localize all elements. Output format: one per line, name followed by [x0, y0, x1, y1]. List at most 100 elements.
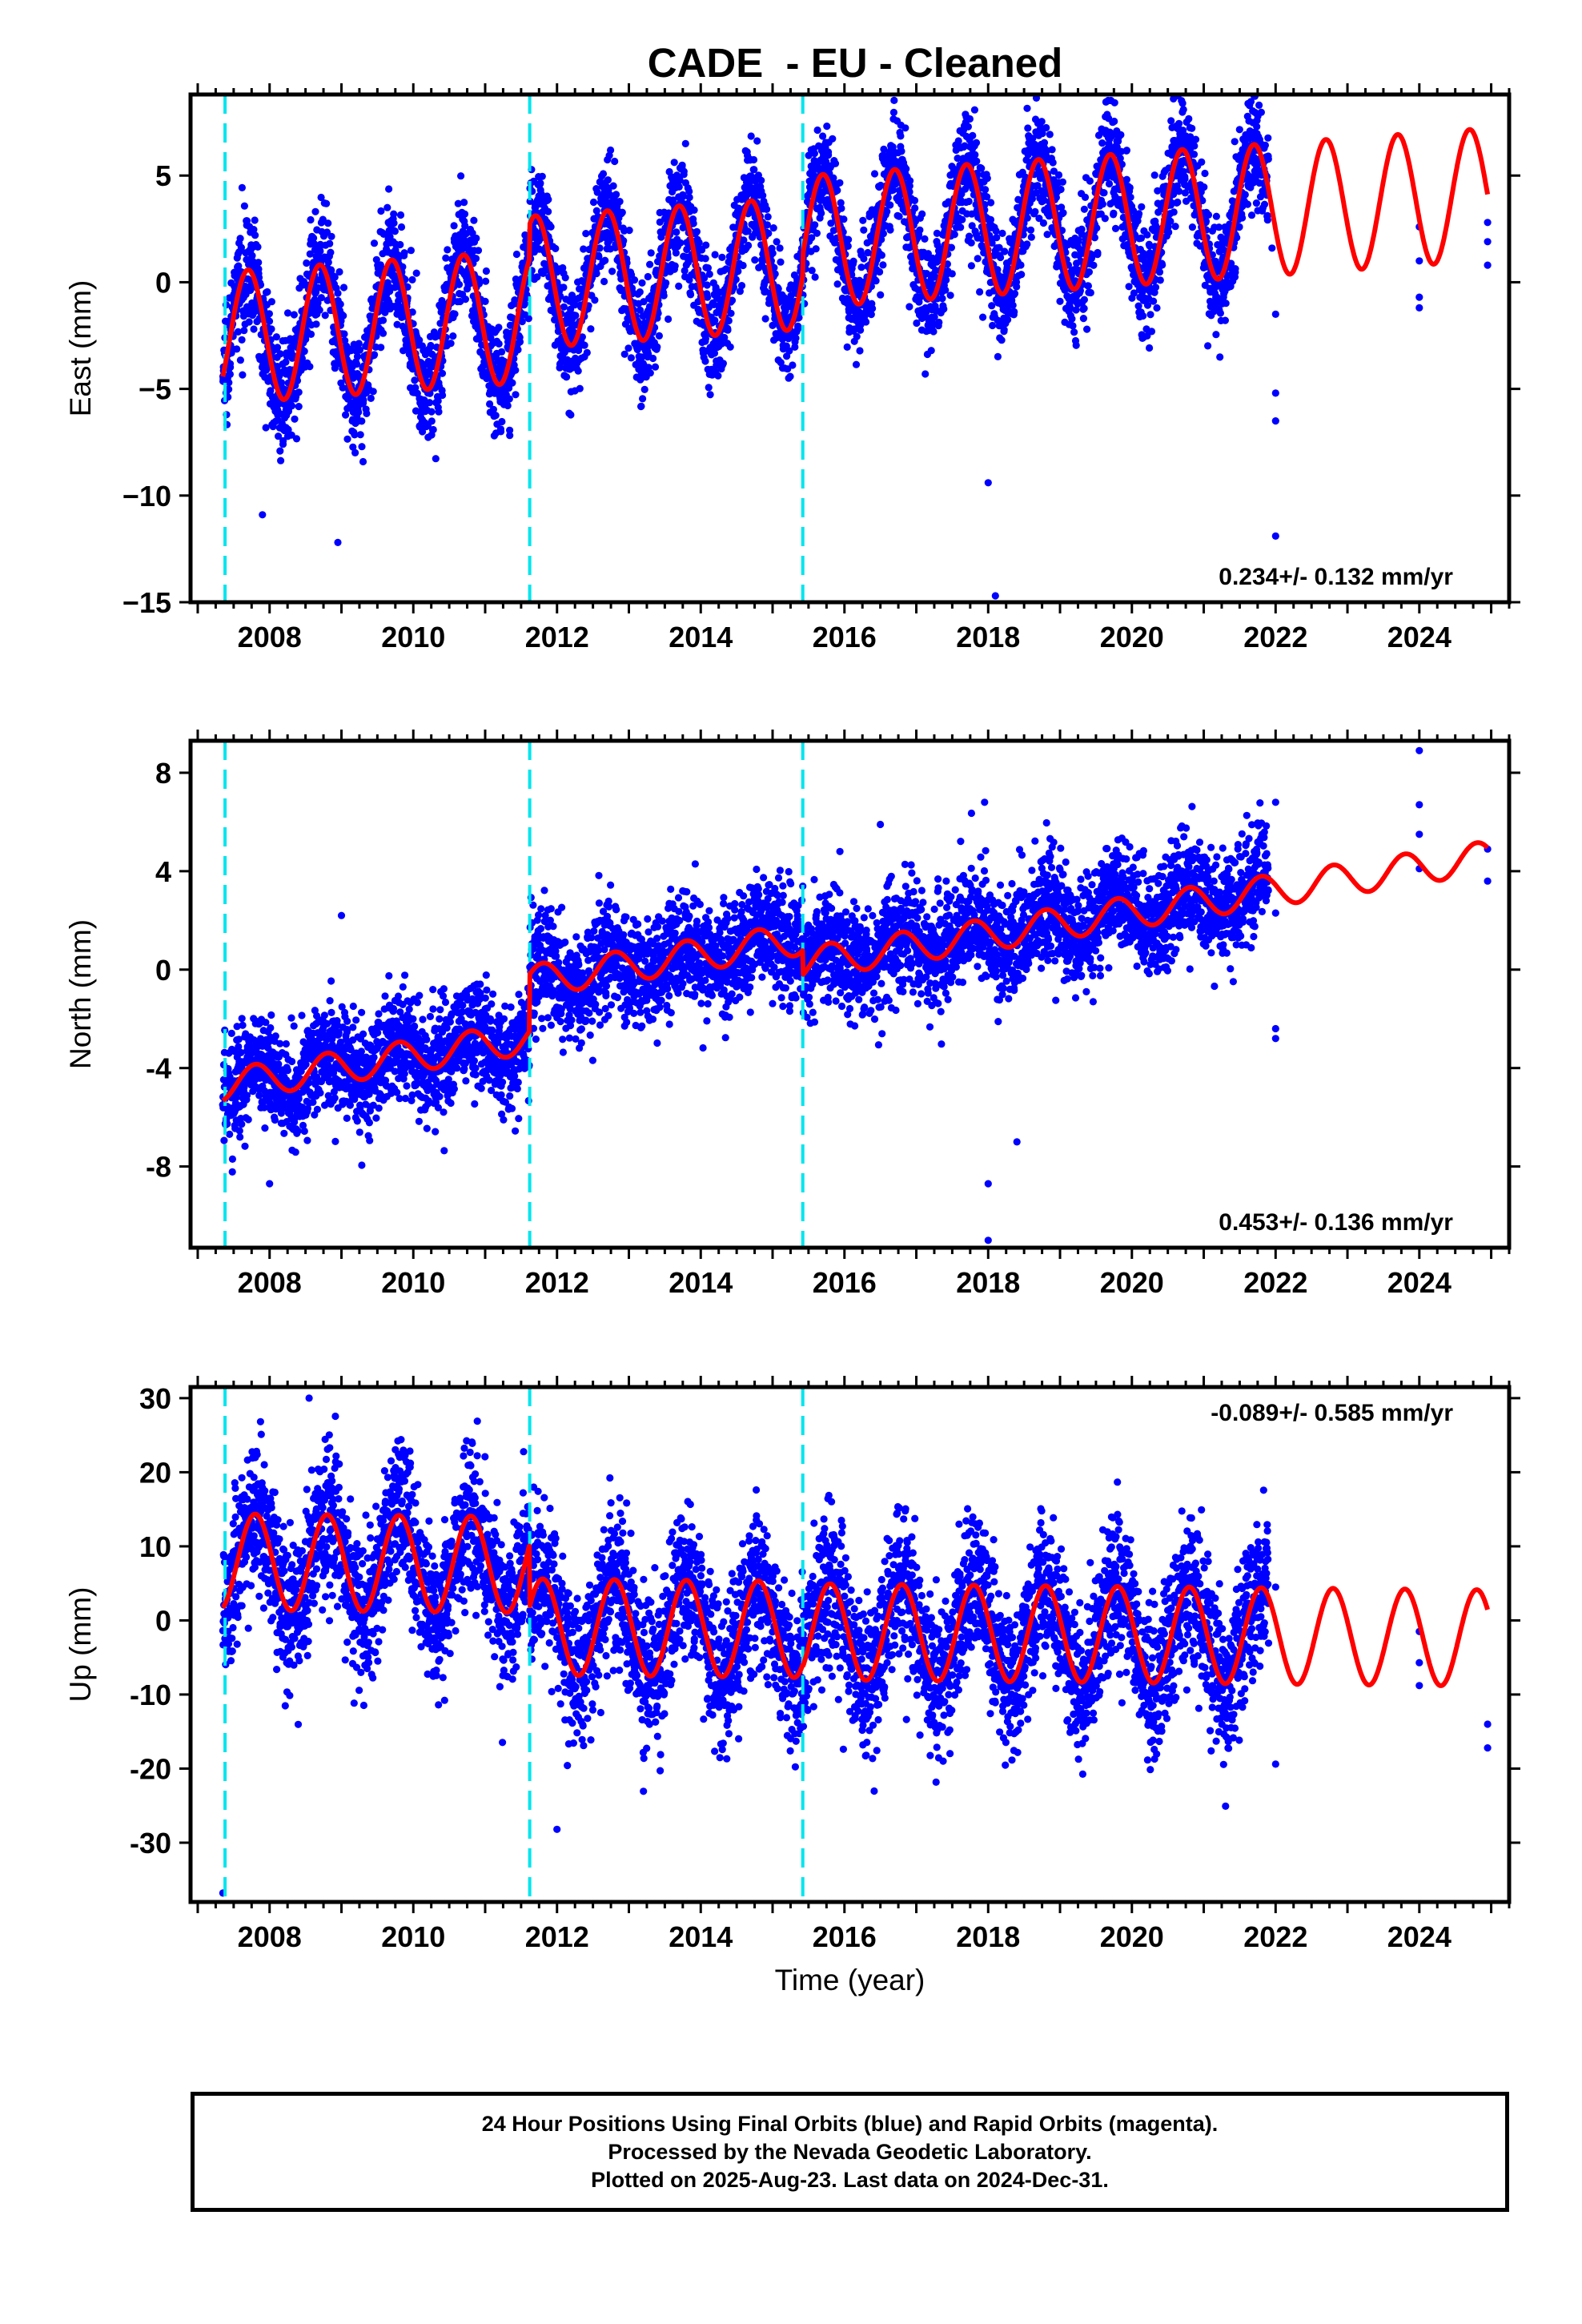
- data-point: [292, 435, 301, 443]
- data-point: [290, 311, 298, 319]
- data-point: [492, 412, 500, 420]
- data-point: [355, 346, 363, 354]
- data-point: [1018, 271, 1026, 279]
- data-point: [233, 345, 241, 353]
- data-point: [789, 361, 797, 369]
- data-point: [300, 348, 308, 356]
- data-point: [825, 151, 833, 159]
- data-point: [1122, 147, 1130, 155]
- data-point: [612, 191, 620, 199]
- data-point: [482, 267, 491, 275]
- data-point: [711, 251, 719, 259]
- data-point: [734, 267, 742, 275]
- data-point: [921, 235, 929, 243]
- data-point: [239, 371, 247, 379]
- data-point: [675, 282, 683, 290]
- data-point: [879, 230, 887, 238]
- data-point: [703, 281, 711, 289]
- data-point: [1081, 193, 1090, 201]
- data-point: [792, 334, 800, 342]
- data-point: [844, 242, 852, 250]
- data-point: [498, 348, 506, 356]
- data-point: [998, 229, 1006, 237]
- data-point: [739, 261, 747, 270]
- data-point: [1074, 236, 1082, 244]
- data-point: [495, 340, 503, 348]
- data-point: [1105, 179, 1114, 188]
- data-point: [457, 172, 465, 180]
- data-point: [889, 108, 897, 116]
- data-point: [1191, 142, 1199, 150]
- data-point: [583, 348, 591, 356]
- data-point: [813, 126, 821, 135]
- data-point: [363, 409, 371, 417]
- data-point: [1110, 209, 1118, 217]
- data-point: [1178, 99, 1186, 107]
- data-point: [547, 223, 555, 231]
- data-point: [750, 166, 758, 174]
- data-point: [890, 96, 898, 104]
- data-point: [396, 240, 404, 249]
- data-point: [857, 263, 865, 271]
- data-point: [251, 231, 259, 239]
- data-point: [416, 336, 424, 344]
- data-point: [639, 395, 647, 403]
- east-panel: 2008 2010 2012 2014 2016 2018 2020 2022 202450−5…: [64, 83, 1520, 653]
- data-point: [1171, 223, 1179, 231]
- data-point: [935, 318, 943, 327]
- data-point: [879, 261, 887, 269]
- data-point: [833, 187, 841, 195]
- data-point: [262, 424, 270, 432]
- data-point: [1070, 328, 1078, 336]
- data-point: [1098, 200, 1106, 208]
- data-point: [769, 224, 777, 232]
- chart-title: CADE - EU - Cleaned: [648, 40, 1063, 86]
- data-point: [341, 336, 349, 344]
- data-point: [1138, 203, 1146, 211]
- data-point: [454, 199, 462, 207]
- data-point: [751, 256, 759, 264]
- data-point: [1135, 210, 1143, 218]
- data-point: [930, 328, 938, 336]
- data-point: [335, 267, 343, 276]
- data-point: [293, 376, 302, 384]
- data-point: [298, 355, 306, 363]
- data-point: [449, 332, 457, 340]
- data-point: [1004, 316, 1012, 324]
- data-point: [307, 215, 315, 224]
- data-point: [747, 132, 755, 140]
- data-point: [811, 221, 819, 229]
- data-point: [472, 234, 480, 243]
- data-point: [1046, 131, 1054, 139]
- data-point: [853, 332, 861, 340]
- data-point: [777, 258, 785, 266]
- data-point: [379, 329, 387, 337]
- data-point: [988, 302, 996, 310]
- data-point: [276, 350, 284, 358]
- data-point: [277, 456, 285, 464]
- data-point: [604, 176, 612, 184]
- data-point: [678, 161, 686, 169]
- data-point: [336, 300, 344, 308]
- data-point: [640, 385, 648, 393]
- data-point: [370, 239, 379, 247]
- data-point: [481, 297, 489, 305]
- data-point: [428, 408, 436, 416]
- data-point: [512, 250, 521, 259]
- data-point: [897, 147, 905, 155]
- data-point: [702, 241, 710, 249]
- data-point: [438, 369, 447, 377]
- data-point: [1147, 328, 1156, 336]
- data-point: [327, 248, 335, 256]
- data-point: [237, 243, 245, 251]
- data-point: [997, 253, 1005, 262]
- data-point: [240, 202, 248, 210]
- data-point: [227, 364, 235, 372]
- data-point: [1098, 139, 1106, 147]
- data-point: [265, 317, 274, 325]
- data-point: [470, 216, 478, 224]
- data-point: [444, 246, 452, 254]
- data-point: [1079, 315, 1087, 323]
- data-point: [412, 384, 420, 392]
- data-point: [460, 210, 469, 218]
